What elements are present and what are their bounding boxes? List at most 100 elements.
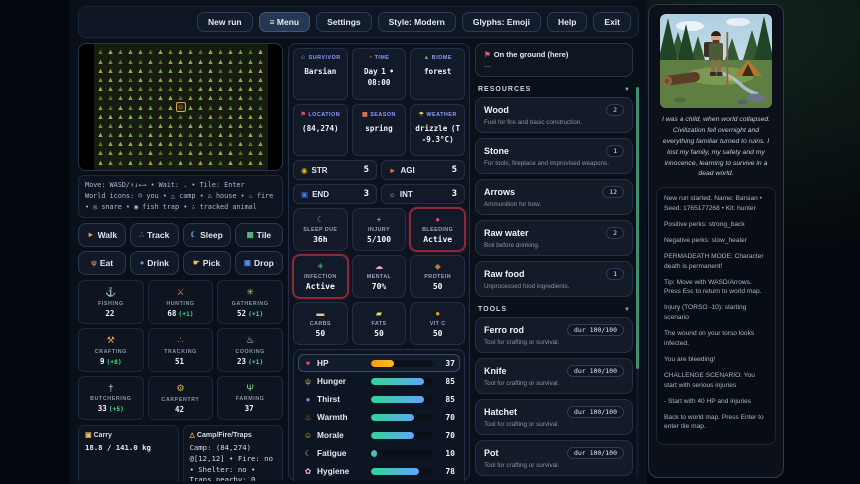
tree-tile[interactable]: ▲	[136, 47, 145, 57]
tree-tile[interactable]: ▲	[196, 65, 205, 75]
tree-tile[interactable]: ▲	[166, 157, 175, 167]
tree-tile[interactable]: ▲	[246, 130, 255, 140]
tree-tile[interactable]: ▲	[236, 148, 245, 158]
tree-tile[interactable]: ▲	[216, 120, 225, 130]
resource-item[interactable]: Wood 2 Fuel for fire and basic construct…	[475, 97, 633, 133]
tree-tile[interactable]: ▲	[116, 47, 125, 57]
tree-tile[interactable]: ▲	[206, 84, 215, 94]
tree-tile[interactable]: ▲	[166, 56, 175, 66]
tree-tile[interactable]: ▲	[196, 148, 205, 158]
tree-tile[interactable]: ▲	[136, 56, 145, 66]
tree-tile[interactable]: ▲	[96, 120, 105, 130]
tree-tile[interactable]: ▲	[156, 84, 165, 94]
tree-tile[interactable]: ▲	[246, 74, 255, 84]
tree-tile[interactable]: ▲	[216, 47, 225, 57]
tree-tile[interactable]: ▲	[136, 139, 145, 149]
tree-tile[interactable]: ▲	[246, 47, 255, 57]
tree-tile[interactable]: ▲	[166, 65, 175, 75]
tree-tile[interactable]: ▲	[226, 47, 235, 57]
tree-tile[interactable]: ▲	[226, 93, 235, 103]
tree-tile[interactable]: ▲	[206, 157, 215, 167]
tree-tile[interactable]: ▲	[136, 148, 145, 158]
tree-tile[interactable]: ▲	[206, 74, 215, 84]
tree-tile[interactable]: ▲	[236, 93, 245, 103]
action-button[interactable]: ● Drink	[130, 250, 179, 275]
tree-tile[interactable]: ▲	[146, 84, 155, 94]
tree-tile[interactable]: ▲	[136, 84, 145, 94]
tree-tile[interactable]: ▲	[136, 130, 145, 140]
tree-tile[interactable]: ▲	[236, 111, 245, 121]
tree-tile[interactable]: ▲	[176, 120, 185, 130]
tree-tile[interactable]: ▲	[156, 47, 165, 57]
tree-tile[interactable]: ▲	[106, 74, 115, 84]
tree-tile[interactable]: ▲	[226, 157, 235, 167]
tree-tile[interactable]: ▲	[246, 65, 255, 75]
action-button[interactable]: ▦ Tile	[234, 222, 283, 247]
tree-tile[interactable]: ▲	[176, 47, 185, 57]
tree-tile[interactable]: ▲	[186, 111, 195, 121]
tree-tile[interactable]: ▲	[96, 102, 105, 112]
tree-tile[interactable]: ▲	[126, 47, 135, 57]
tree-tile[interactable]: ▲	[106, 111, 115, 121]
tree-tile[interactable]: ▲	[166, 139, 175, 149]
tree-tile[interactable]: ▲	[106, 148, 115, 158]
resource-item[interactable]: Arrows 12 Ammunition for bow.	[475, 179, 633, 215]
tree-tile[interactable]: ▲	[236, 157, 245, 167]
tree-tile[interactable]: ▲	[136, 120, 145, 130]
tree-tile[interactable]: ▲	[116, 130, 125, 140]
resource-item[interactable]: Raw water 2 Boil before drinking.	[475, 220, 633, 256]
tree-tile[interactable]: ▲	[186, 130, 195, 140]
tree-tile[interactable]: ▲	[146, 157, 155, 167]
tree-tile[interactable]: ▲	[96, 47, 105, 57]
collapse-caret-icon[interactable]: ▼	[624, 306, 630, 313]
tree-tile[interactable]: ▲	[156, 148, 165, 158]
tree-tile[interactable]: ▲	[186, 120, 195, 130]
tree-tile[interactable]: ▲	[96, 74, 105, 84]
tree-tile[interactable]: ▲	[246, 84, 255, 94]
tree-tile[interactable]: ▲	[156, 111, 165, 121]
tree-tile[interactable]: ▲	[96, 56, 105, 66]
tree-tile[interactable]: ▲	[246, 157, 255, 167]
tree-tile[interactable]: ▲	[116, 65, 125, 75]
tree-tile[interactable]: ▲	[196, 74, 205, 84]
tree-tile[interactable]: ▲	[96, 130, 105, 140]
tree-tile[interactable]: ▲	[126, 120, 135, 130]
tree-tile[interactable]: ▲	[146, 65, 155, 75]
tree-tile[interactable]: ▲	[116, 120, 125, 130]
tool-item[interactable]: Hatchet dur 100/100 Tool for crafting or…	[475, 399, 633, 435]
tree-tile[interactable]: ▲	[216, 130, 225, 140]
topbar-button[interactable]: Style: Modern	[377, 12, 456, 32]
tree-tile[interactable]: ▲	[126, 84, 135, 94]
tree-tile[interactable]: ▲	[136, 102, 145, 112]
tree-tile[interactable]: ▲	[186, 74, 195, 84]
action-button[interactable]: ► Walk	[78, 222, 127, 247]
tree-tile[interactable]: ▲	[226, 130, 235, 140]
tree-tile[interactable]: ▲	[246, 148, 255, 158]
tree-tile[interactable]: ▲	[96, 157, 105, 167]
tree-tile[interactable]: ▲	[236, 102, 245, 112]
tree-tile[interactable]: ▲	[256, 56, 265, 66]
tree-tile[interactable]: ▲	[196, 84, 205, 94]
tree-tile[interactable]: ▲	[196, 47, 205, 57]
tree-tile[interactable]: ▲	[156, 56, 165, 66]
tree-tile[interactable]: ▲	[106, 56, 115, 66]
tree-tile[interactable]: ▲	[236, 47, 245, 57]
tree-tile[interactable]: ▲	[206, 111, 215, 121]
tree-tile[interactable]: ▲	[136, 93, 145, 103]
tree-tile[interactable]: ▲	[176, 56, 185, 66]
tree-tile[interactable]: ▲	[196, 139, 205, 149]
tree-tile[interactable]: ▲	[236, 65, 245, 75]
tree-tile[interactable]: ▲	[106, 130, 115, 140]
topbar-button[interactable]: New run	[197, 12, 253, 32]
tree-tile[interactable]: ▲	[156, 65, 165, 75]
tree-tile[interactable]: ▲	[146, 56, 155, 66]
tool-item[interactable]: Pot dur 100/100 Tool for crafting or sur…	[475, 440, 633, 476]
tree-tile[interactable]: ▲	[156, 102, 165, 112]
tree-tile[interactable]: ▲	[116, 93, 125, 103]
tree-tile[interactable]: ▲	[156, 157, 165, 167]
tree-tile[interactable]: ▲	[236, 130, 245, 140]
tree-tile[interactable]: ▲	[256, 148, 265, 158]
tree-tile[interactable]: ▲	[216, 56, 225, 66]
tree-tile[interactable]: ▲	[156, 120, 165, 130]
tree-tile[interactable]: ▲	[106, 120, 115, 130]
